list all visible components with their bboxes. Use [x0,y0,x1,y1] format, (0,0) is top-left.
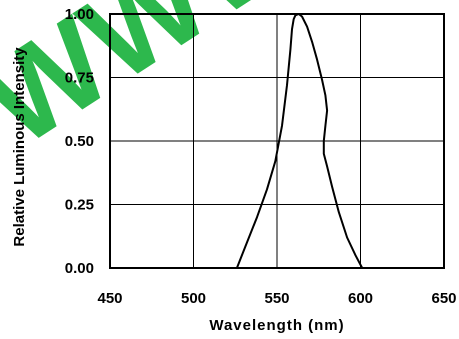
x-tick-label: 600 [348,290,373,307]
x-tick-label: 500 [181,290,206,307]
watermark: WWW [0,0,332,173]
plot-frame [109,13,445,269]
x-tick-label: 550 [264,290,289,307]
grid [110,14,444,268]
y-tick-label: 1.00 [65,6,94,23]
x-tick-label: 450 [97,290,122,307]
x-axis-ticks: 450 500 550 600 650 [97,290,456,307]
y-axis-ticks: 0.00 0.25 0.50 0.75 1.00 [65,6,94,277]
x-axis-label: Wavelength (nm) [209,317,344,334]
series-layer [235,13,364,269]
x-tick-label: 650 [431,290,456,307]
y-tick-label: 0.75 [65,70,94,87]
y-tick-label: 0.25 [65,197,94,214]
watermark-text: WWW [0,0,332,173]
y-tick-label: 0.50 [65,133,94,150]
spectrum-curve [235,13,364,269]
y-axis-label: Relative Luminous Intensity [11,47,28,247]
y-tick-label: 0.00 [65,260,94,277]
